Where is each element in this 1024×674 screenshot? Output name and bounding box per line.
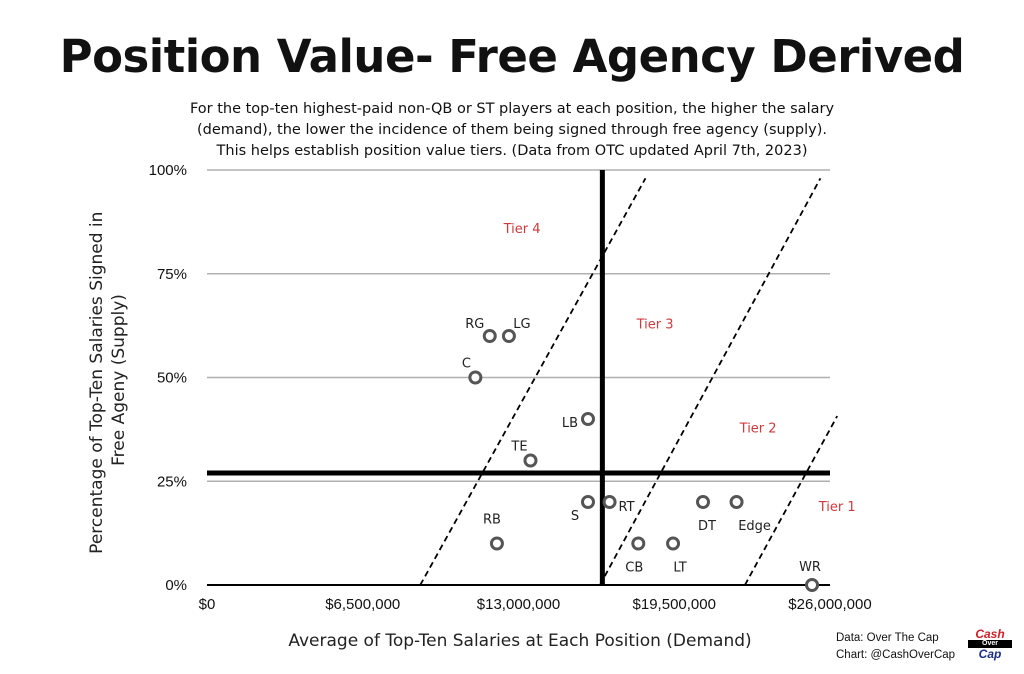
data-point — [805, 578, 820, 592]
data-point — [482, 329, 497, 343]
subtitle-line: This helps establish position value tier… — [216, 143, 808, 159]
y-tick-label: 25% — [157, 473, 187, 490]
tier-boundary-line — [744, 415, 838, 586]
axis-ticks: 0% 25% 50% 75% 100% $0 $6,500,000 $13,000,000 $1… — [149, 162, 872, 613]
point-label: DT — [698, 519, 716, 534]
data-point — [523, 453, 538, 468]
data-point — [468, 370, 483, 385]
x-tick-label: $0 — [199, 596, 216, 613]
y-tick-label: 0% — [165, 577, 187, 594]
data-point — [580, 495, 595, 509]
point-label: WR — [799, 560, 821, 575]
subtitle-line: For the top-ten highest-paid non-QB or S… — [189, 101, 835, 117]
chart-subtitle: For the top-ten highest-paid non-QB or S… — [0, 99, 1024, 162]
x-tick-label: $26,000,000 — [788, 596, 871, 613]
tier-label: Tier 4 — [503, 222, 541, 237]
point-label: S — [571, 509, 579, 524]
tier-label: Tier 1 — [818, 500, 856, 515]
chart-title: Position Value- Free Agency Derived — [59, 30, 965, 83]
tier-boundary-line — [599, 177, 822, 586]
point-label: LB — [562, 416, 578, 431]
data-point — [489, 536, 504, 551]
x-axis-label: Average of Top-Ten Salaries at Each Posi… — [288, 631, 751, 651]
point-label: RT — [619, 500, 635, 515]
tier-label: Tier 3 — [636, 318, 674, 333]
cash-over-cap-logo: Cash Over Cap — [968, 628, 1012, 660]
point-label: RG — [465, 317, 484, 332]
data-point — [666, 536, 681, 551]
data-point — [696, 495, 711, 509]
credits: Data: Over The Cap Chart: @CashOverCap — [836, 630, 955, 664]
chart-author: Chart: @CashOverCap — [836, 649, 956, 661]
data-point — [729, 495, 744, 509]
data-source: Data: Over The Cap — [836, 632, 939, 644]
x-tick-label: $6,500,000 — [325, 596, 400, 613]
y-axis-label-line: Percentage of Top-Ten Salaries Signed in — [87, 212, 107, 554]
tier-boundary-line — [419, 177, 647, 586]
data-point — [631, 536, 646, 551]
subtitle-line: (demand), the lower the incidence of the… — [197, 122, 827, 138]
data-point — [580, 412, 595, 426]
x-tick-label: $19,500,000 — [633, 596, 716, 613]
point-label: RB — [483, 513, 501, 528]
point-label: C — [462, 357, 471, 372]
y-tick-label: 50% — [157, 370, 187, 387]
data-point — [501, 329, 516, 343]
point-label: LT — [673, 561, 686, 576]
x-tick-label: $13,000,000 — [477, 596, 560, 613]
y-axis-label: Percentage of Top-Ten Salaries Signed in… — [87, 206, 129, 554]
point-label: Edge — [738, 519, 771, 534]
y-tick-label: 75% — [157, 266, 187, 283]
point-label: TE — [510, 440, 527, 455]
data-points: RG LG C LB TE S RT DT Edge RB CB LT WR — [462, 317, 821, 592]
tier-boundaries — [419, 177, 838, 586]
point-label: CB — [625, 561, 643, 576]
data-point — [602, 495, 617, 509]
y-tick-label: 100% — [149, 162, 187, 179]
tier-label: Tier 2 — [739, 421, 777, 436]
reference-lines — [207, 170, 830, 585]
y-axis-label-line: Free Ageny (Supply) — [109, 294, 129, 466]
point-label: LG — [513, 317, 530, 332]
gridlines — [207, 169, 830, 586]
tier-labels: Tier 4 Tier 3 Tier 2 Tier 1 — [503, 222, 856, 515]
